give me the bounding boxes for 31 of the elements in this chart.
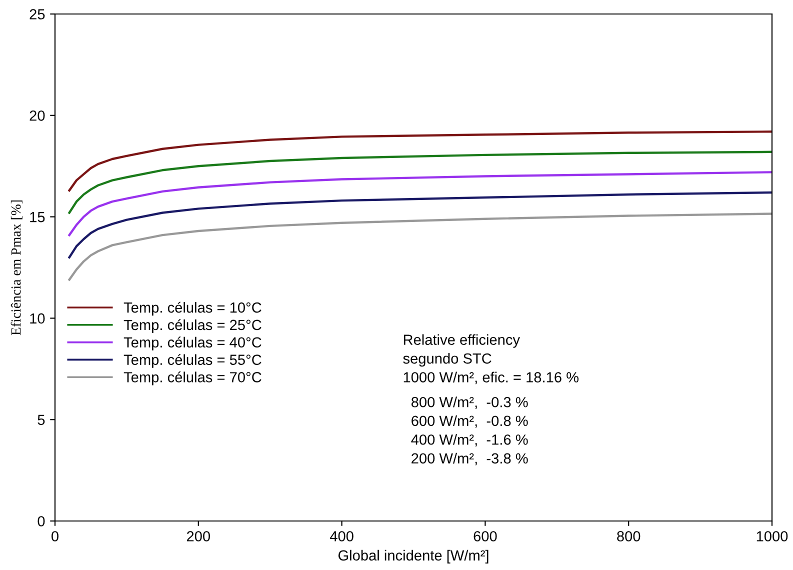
y-tick-label: 10 xyxy=(30,313,45,324)
annotation: 400 W/m², -1.6 % xyxy=(411,434,528,447)
legend-label: Temp. células = 25°C xyxy=(124,319,262,334)
annotation: 800 W/m², -0.3 % xyxy=(411,396,528,410)
x-tick-label: 800 xyxy=(617,531,640,542)
annotation: segundo STC xyxy=(403,352,492,367)
x-tick-label: 400 xyxy=(330,531,354,542)
y-tick-label: 20 xyxy=(30,110,45,121)
legend-label: Temp. células = 40°C xyxy=(124,336,262,350)
y-tick-label: 0 xyxy=(38,516,45,526)
line-series xyxy=(68,171,772,236)
annotation: 600 W/m², -0.8 % xyxy=(412,415,528,428)
legend-label: Temp. células = 55°C xyxy=(124,354,262,368)
x-axis-title: Global incidente [W/m²] xyxy=(338,550,488,564)
line-series xyxy=(68,130,772,192)
x-tick-label: 0 xyxy=(52,531,58,542)
y-tick-label: 5 xyxy=(38,414,45,426)
annotation: Relative efficiency xyxy=(404,334,520,348)
y-tick-label: 15 xyxy=(30,212,45,222)
x-tick-label: 600 xyxy=(474,531,497,542)
y-tick-label: 25 xyxy=(30,9,45,20)
legend-label: Temp. células = 10°C xyxy=(124,302,262,316)
line-series xyxy=(68,191,772,258)
line-series xyxy=(68,212,772,281)
y-axis-title: Eficiência em Pmax [%] xyxy=(10,200,22,336)
annotation: 200 W/m², -3.8 % xyxy=(412,452,528,466)
line-series xyxy=(68,150,772,214)
x-tick-label: 1000 xyxy=(756,531,788,542)
annotation: 1000 W/m², efic. = 18.16 % xyxy=(404,372,579,384)
x-tick-label: 200 xyxy=(186,531,210,542)
legend-label: Temp. células = 70°C xyxy=(124,371,262,386)
